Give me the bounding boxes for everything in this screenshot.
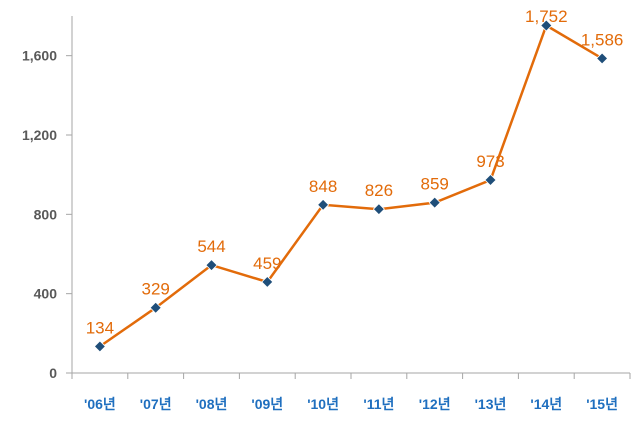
data-point-marker xyxy=(484,173,497,187)
data-point-marker xyxy=(149,301,162,314)
data-point-marker xyxy=(596,52,609,65)
x-tick-label: '06년 xyxy=(84,396,116,412)
data-label: 329 xyxy=(142,280,170,299)
x-tick-label: '14년 xyxy=(530,396,562,412)
series-line xyxy=(99,23,603,348)
data-point-marker xyxy=(540,19,553,32)
data-label: 826 xyxy=(365,181,393,200)
y-tick-label: 400 xyxy=(34,286,58,302)
y-tick-label: 1,200 xyxy=(22,127,57,143)
x-tick-group: '06년 '07년 '08년 '09년 '10년 '11년 '12년 '13년 '14년 '15년 xyxy=(71,373,631,412)
data-point-marker xyxy=(261,275,274,289)
data-label: 859 xyxy=(421,175,449,194)
data-label: 134 xyxy=(86,318,114,337)
data-point-marker xyxy=(205,259,218,272)
data-label: 459 xyxy=(253,254,281,273)
x-tick-label: '12년 xyxy=(419,396,451,412)
data-label-group: 134 329 544 459 848 826 859 973 1,752 1,586 xyxy=(86,7,624,337)
data-point-marker xyxy=(372,203,385,216)
x-tick-label: '07년 xyxy=(140,396,172,412)
data-label: 1,586 xyxy=(581,30,624,49)
x-tick-label: '08년 xyxy=(196,396,228,412)
x-tick-label: '10년 xyxy=(307,396,339,412)
y-tick-label: 800 xyxy=(34,206,58,222)
x-tick-label: '11년 xyxy=(363,396,394,412)
x-tick-label: '13년 xyxy=(475,396,507,412)
marker-group xyxy=(93,19,609,353)
x-tick-label: '09년 xyxy=(251,396,283,412)
data-label: 544 xyxy=(197,237,225,256)
y-tick-group: 0 400 800 1,200 1,600 xyxy=(22,48,72,381)
data-point-marker xyxy=(93,340,106,353)
data-label: 1,752 xyxy=(525,7,568,26)
data-point-marker xyxy=(317,198,330,211)
x-tick-label: '15년 xyxy=(586,396,618,412)
y-tick-label: 0 xyxy=(49,365,57,381)
data-label: 848 xyxy=(309,177,337,196)
axes xyxy=(71,16,630,374)
y-tick-label: 1,600 xyxy=(22,48,57,64)
data-point-marker xyxy=(428,196,441,209)
data-label: 973 xyxy=(476,152,504,171)
